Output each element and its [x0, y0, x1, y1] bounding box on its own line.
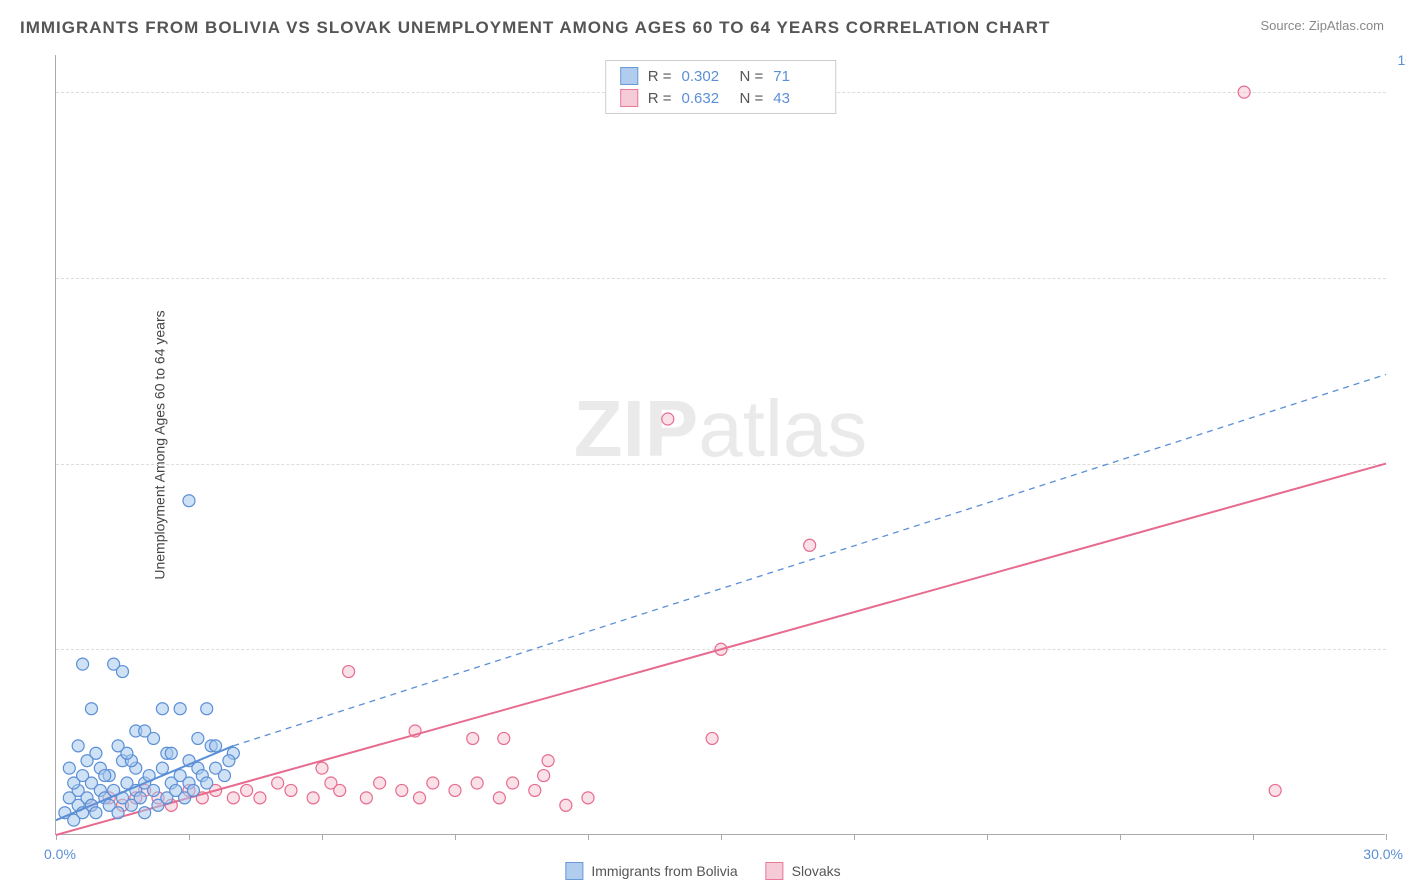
data-point	[272, 777, 284, 789]
data-point	[662, 413, 674, 425]
correlation-legend: R = 0.302 N = 71 R = 0.632 N = 43	[605, 60, 837, 114]
data-point	[134, 792, 146, 804]
swatch-slovaks	[620, 89, 638, 107]
x-axis-origin-label: 0.0%	[44, 846, 76, 862]
data-point	[218, 770, 230, 782]
chart-title: IMMIGRANTS FROM BOLIVIA VS SLOVAK UNEMPL…	[20, 18, 1050, 38]
data-point	[529, 784, 541, 796]
data-point	[507, 777, 519, 789]
data-point	[139, 807, 151, 819]
data-point	[360, 792, 372, 804]
x-tick	[1386, 834, 1387, 840]
data-point	[542, 755, 554, 767]
data-point	[396, 784, 408, 796]
data-point	[307, 792, 319, 804]
data-point	[493, 792, 505, 804]
legend-swatch-bolivia	[565, 862, 583, 880]
data-point	[414, 792, 426, 804]
data-point	[706, 732, 718, 744]
data-point	[72, 740, 84, 752]
data-point	[201, 703, 213, 715]
y-tick-label: 25.0%	[1390, 609, 1406, 625]
data-point	[174, 703, 186, 715]
data-point	[117, 666, 129, 678]
data-point	[112, 807, 124, 819]
data-point	[156, 703, 168, 715]
data-point	[343, 666, 355, 678]
legend-swatch-slovaks	[766, 862, 784, 880]
data-point	[538, 770, 550, 782]
data-point	[316, 762, 328, 774]
swatch-bolivia	[620, 67, 638, 85]
data-point	[63, 762, 75, 774]
data-point	[165, 747, 177, 759]
y-tick-label: 50.0%	[1390, 424, 1406, 440]
trendline-extrapolated	[233, 374, 1386, 745]
x-axis-max-label: 30.0%	[1363, 846, 1403, 862]
data-point	[156, 762, 168, 774]
n-value-bolivia: 71	[773, 68, 821, 85]
legend-label-slovaks: Slovaks	[792, 863, 841, 879]
data-point	[201, 777, 213, 789]
data-point	[68, 777, 80, 789]
data-point	[374, 777, 386, 789]
scatter-svg	[56, 55, 1386, 835]
data-point	[227, 792, 239, 804]
data-point	[99, 770, 111, 782]
n-label: N =	[740, 68, 764, 85]
n-label: N =	[740, 90, 764, 107]
data-point	[285, 784, 297, 796]
data-point	[85, 703, 97, 715]
data-point	[804, 539, 816, 551]
data-point	[471, 777, 483, 789]
data-point	[77, 658, 89, 670]
legend-item-slovaks: Slovaks	[766, 862, 841, 880]
data-point	[148, 784, 160, 796]
source-attribution: Source: ZipAtlas.com	[1260, 18, 1384, 33]
r-label: R =	[648, 68, 672, 85]
data-point	[449, 784, 461, 796]
data-point	[254, 792, 266, 804]
data-point	[121, 747, 133, 759]
data-point	[1238, 86, 1250, 98]
plot-region: ZIPatlas 25.0%50.0%75.0%100.0% 0.0% 30.0…	[55, 55, 1385, 835]
y-tick-label: 75.0%	[1390, 238, 1406, 254]
data-point	[1269, 784, 1281, 796]
trendline	[56, 464, 1386, 835]
data-point	[582, 792, 594, 804]
r-value-bolivia: 0.302	[682, 68, 730, 85]
r-label: R =	[648, 90, 672, 107]
chart-area: Unemployment Among Ages 60 to 64 years Z…	[55, 55, 1385, 835]
data-point	[334, 784, 346, 796]
chart-container: IMMIGRANTS FROM BOLIVIA VS SLOVAK UNEMPL…	[0, 0, 1406, 892]
correlation-row-slovaks: R = 0.632 N = 43	[620, 87, 822, 109]
r-value-slovaks: 0.632	[682, 90, 730, 107]
data-point	[192, 732, 204, 744]
data-point	[187, 784, 199, 796]
legend-label-bolivia: Immigrants from Bolivia	[591, 863, 737, 879]
data-point	[139, 725, 151, 737]
data-point	[90, 807, 102, 819]
series-legend: Immigrants from Bolivia Slovaks	[565, 862, 840, 880]
correlation-row-bolivia: R = 0.302 N = 71	[620, 65, 822, 87]
y-tick-label: 100.0%	[1390, 52, 1406, 68]
data-point	[241, 784, 253, 796]
data-point	[467, 732, 479, 744]
data-point	[210, 740, 222, 752]
data-point	[223, 755, 235, 767]
data-point	[427, 777, 439, 789]
data-point	[498, 732, 510, 744]
data-point	[183, 495, 195, 507]
data-point	[81, 755, 93, 767]
legend-item-bolivia: Immigrants from Bolivia	[565, 862, 737, 880]
data-point	[560, 799, 572, 811]
n-value-slovaks: 43	[773, 90, 821, 107]
